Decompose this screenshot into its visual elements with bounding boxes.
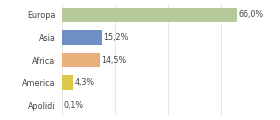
Text: 0,1%: 0,1% bbox=[63, 101, 83, 110]
Text: 66,0%: 66,0% bbox=[239, 10, 263, 19]
Bar bbox=[62, 53, 100, 67]
Text: 4,3%: 4,3% bbox=[74, 78, 94, 87]
Text: 15,2%: 15,2% bbox=[103, 33, 129, 42]
Bar bbox=[62, 75, 73, 90]
Text: 14,5%: 14,5% bbox=[101, 55, 127, 65]
Bar bbox=[62, 8, 237, 22]
Bar bbox=[62, 30, 102, 45]
